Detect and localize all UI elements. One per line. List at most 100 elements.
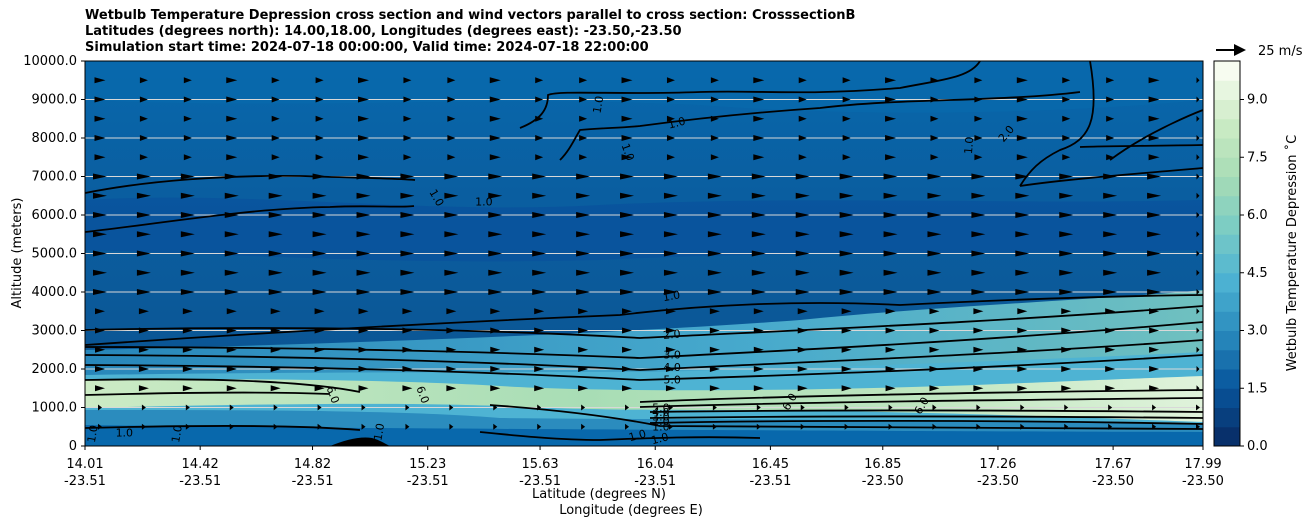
wind-arrow <box>1147 250 1162 257</box>
wind-arrow <box>268 289 283 295</box>
wind-arrow <box>927 192 942 199</box>
wind-arrow <box>753 346 764 353</box>
colorbar-segment <box>1214 253 1240 274</box>
contour-1-top <box>519 61 981 129</box>
wind-arrow <box>579 77 588 84</box>
wind-arrow <box>797 366 808 372</box>
wind-arrow <box>576 231 591 238</box>
wind-arrow <box>751 289 766 295</box>
contour-label: 1.0 <box>619 142 637 163</box>
wind-arrow <box>663 192 678 199</box>
wind-arrow <box>489 154 501 161</box>
wind-arrow <box>98 404 102 411</box>
wind-arrow <box>973 385 984 392</box>
wind-arrow <box>976 404 981 411</box>
wind-arrow <box>710 154 719 161</box>
wind-arrow <box>356 289 371 295</box>
wind-arrow <box>795 192 810 199</box>
wind-arrow <box>493 404 498 411</box>
x-axis-label-lat: Latitude (degrees N) <box>532 487 666 502</box>
wind-arrow <box>797 327 808 334</box>
wind-arrow <box>534 385 545 392</box>
wind-arrow <box>581 404 586 411</box>
wind-arrow <box>883 192 898 199</box>
wind-arrow <box>1148 96 1160 103</box>
wind-arrow <box>532 212 547 218</box>
wind-arrow <box>883 269 898 276</box>
wind-arrow <box>620 212 635 218</box>
wind-arrow <box>971 173 986 180</box>
wind-arrow <box>1015 250 1030 257</box>
wind-arrow <box>800 404 805 411</box>
wind-arrow <box>929 327 940 334</box>
colorbar-segment <box>1214 215 1240 235</box>
contour-label: 3.0 <box>663 349 681 362</box>
wind-arrow <box>93 212 107 218</box>
wind-arrow <box>620 192 635 199</box>
wind-arrow <box>226 346 237 353</box>
wind-arrow <box>446 346 457 353</box>
wind-arrow <box>136 173 151 180</box>
wind-arrow <box>663 250 678 257</box>
wind-arrow <box>1103 250 1118 257</box>
wind-arrow <box>1017 327 1028 334</box>
wind-arrow <box>1103 269 1118 276</box>
wind-arrow <box>490 346 501 353</box>
wind-arrow <box>581 423 586 430</box>
wind-arrow <box>93 231 107 238</box>
colorbar-segment <box>1214 234 1240 254</box>
wind-arrow <box>535 115 544 122</box>
wind-arrow <box>136 192 151 199</box>
wind-arrow <box>1016 115 1028 122</box>
wind-arrow <box>358 154 370 161</box>
wind-arrow <box>707 250 722 257</box>
wind-arrow <box>182 346 193 353</box>
wind-arrow <box>95 346 105 353</box>
contour-low-7 <box>85 425 361 431</box>
contour-label: 6.0 <box>324 384 342 405</box>
wind-arrow <box>1059 269 1074 276</box>
wind-arrow <box>1196 250 1200 257</box>
wind-arrow <box>1016 77 1028 84</box>
contour-label: 1.0 <box>590 95 606 114</box>
wind-arrow <box>839 289 854 295</box>
wind-arrow <box>1062 77 1071 84</box>
wind-arrow <box>271 77 280 84</box>
wind-arrow <box>927 231 942 238</box>
wind-arrow <box>1059 192 1074 199</box>
wind-arrow <box>268 192 283 199</box>
wind-arrow <box>756 423 761 430</box>
contour-label: 1.0 <box>667 115 687 132</box>
wind-arrow <box>405 404 410 411</box>
wind-arrow <box>93 192 107 199</box>
wind-arrow <box>141 423 146 430</box>
wind-arrow <box>666 154 675 161</box>
wind-arrow <box>885 115 897 122</box>
wind-arrow <box>180 269 195 276</box>
wind-arrow <box>180 212 195 218</box>
wind-arrow <box>224 289 239 295</box>
wind-arrow <box>312 250 327 257</box>
wind-arrow <box>885 135 897 141</box>
wind-arrow <box>1015 173 1030 180</box>
wind-arrow <box>578 308 589 315</box>
wind-arrow <box>535 96 544 103</box>
wind-arrow <box>1059 231 1074 238</box>
wind-arrow <box>1015 212 1030 218</box>
wind-arrow <box>138 385 149 392</box>
wind-arrow <box>1147 289 1162 295</box>
colorbar-tick-label: 6.0 <box>1247 208 1268 223</box>
wind-arrow <box>317 404 322 411</box>
wind-arrow <box>971 289 986 295</box>
wind-arrow <box>532 250 547 257</box>
wind-arrow <box>797 308 808 315</box>
wind-arrow <box>356 192 371 199</box>
wind-arrow <box>753 96 765 103</box>
wind-arrow <box>139 115 148 122</box>
wind-arrow <box>314 346 325 353</box>
wind-arrow <box>488 250 503 257</box>
wind-arrow <box>402 346 413 353</box>
wind-arrow <box>625 404 630 411</box>
wind-arrow <box>94 115 106 122</box>
wind-arrow <box>312 269 327 276</box>
